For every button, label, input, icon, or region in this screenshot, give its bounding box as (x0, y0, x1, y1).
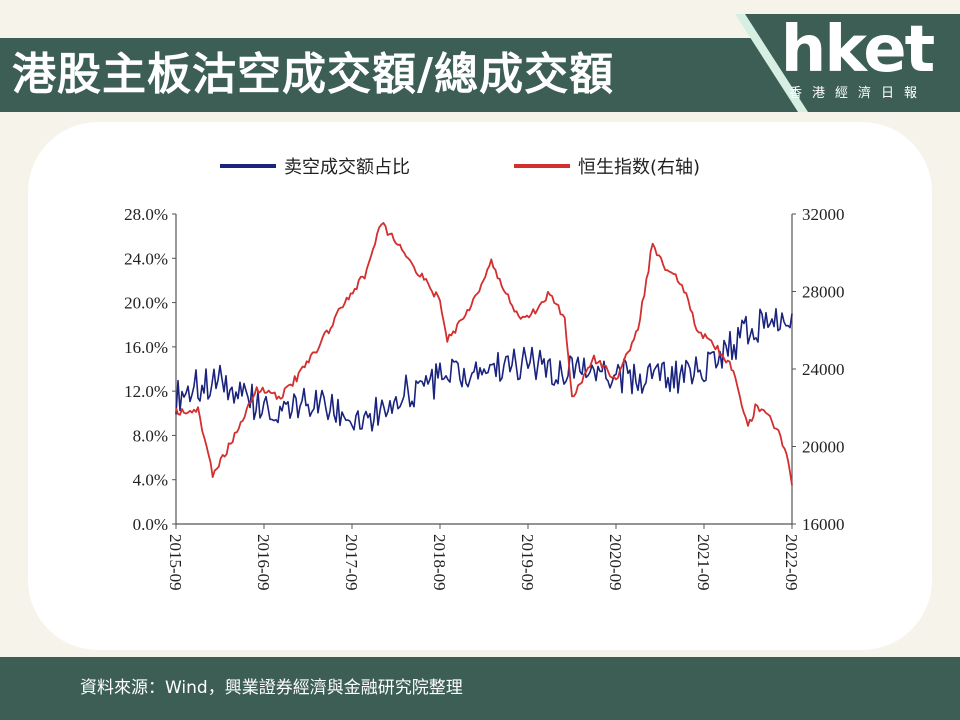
left-axis-tick-label: 4.0% (133, 471, 168, 490)
right-axis-tick-label: 28000 (802, 283, 845, 302)
x-axis-tick-label: 2021-09 (694, 534, 713, 591)
page-title: 港股主板沽空成交額/總成交額 (12, 49, 615, 100)
x-axis-tick-label: 2018-09 (430, 534, 449, 591)
right-axis-tick-label: 32000 (802, 205, 845, 224)
left-axis-tick-label: 20.0% (124, 294, 168, 313)
right-axis-tick-label: 16000 (802, 515, 845, 534)
left-axis-tick-label: 24.0% (124, 249, 168, 268)
left-axis-tick-label: 8.0% (133, 426, 168, 445)
footer-bar: 資料來源：Wind，興業證券經濟與金融研究院整理 (0, 657, 960, 720)
x-axis-tick-label: 2020-09 (606, 534, 625, 591)
left-axis-tick-label: 16.0% (124, 338, 168, 357)
hket-logo-subtitle: 香港經濟日報 (788, 86, 927, 101)
left-axis-tick-label: 12.0% (124, 382, 168, 401)
legend-label: 卖空成交额占比 (284, 157, 410, 178)
x-axis-tick-label: 2022-09 (782, 534, 801, 591)
header-bar (0, 14, 960, 112)
hket-logo: hket (780, 13, 935, 87)
legend-label: 恒生指数(右轴) (578, 157, 700, 178)
x-axis-tick-label: 2015-09 (166, 534, 185, 591)
series-line-hang-seng (175, 222, 793, 486)
x-axis-tick-label: 2016-09 (254, 534, 273, 591)
x-axis-tick-label: 2017-09 (342, 534, 361, 591)
right-axis-tick-label: 20000 (802, 438, 845, 457)
left-axis-tick-label: 28.0% (124, 205, 168, 224)
left-axis-tick-label: 0.0% (133, 515, 168, 534)
chart-card: 0.0% 4.0% 8.0% 12.0% 16.0% 20.0% 24.0% 28.0% 160… (28, 122, 932, 650)
source-note: 資料來源：Wind，興業證券經濟與金融研究院整理 (80, 678, 463, 698)
dual-axis-line-chart: 0.0% 4.0% 8.0% 12.0% 16.0% 20.0% 24.0% 28.0% 160… (124, 157, 845, 591)
series-line-short-ratio (175, 308, 793, 432)
right-axis-tick-label: 24000 (802, 360, 845, 379)
x-axis-tick-label: 2019-09 (518, 534, 537, 591)
